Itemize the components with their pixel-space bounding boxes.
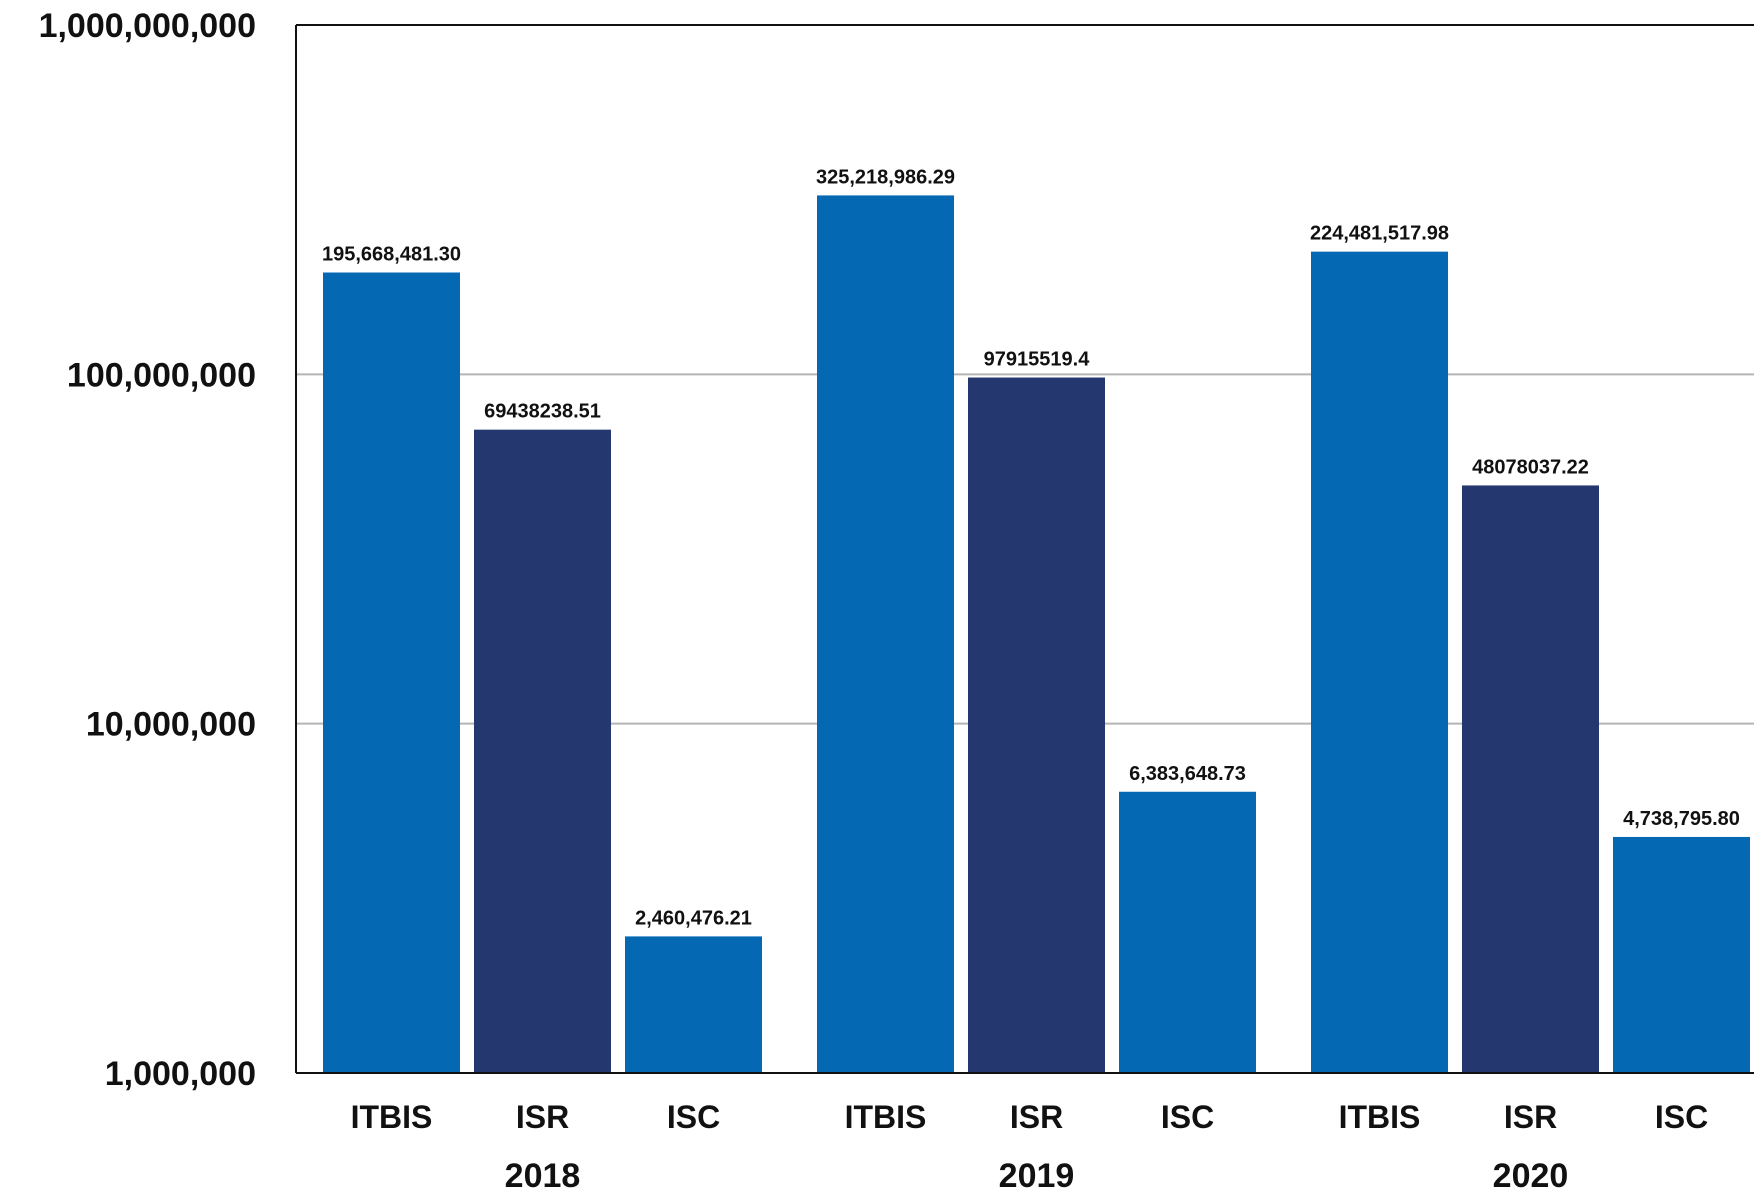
data-label: 224,481,517.98 [1310, 223, 1449, 245]
bar-2019-isc [1119, 791, 1256, 1073]
data-label: 4,738,795.80 [1623, 808, 1740, 830]
x-category-label: ISC [667, 1099, 720, 1135]
y-tick-label: 10,000,000 [86, 706, 256, 744]
x-category-label: ISR [516, 1099, 569, 1135]
x-group-label: 2018 [505, 1157, 581, 1191]
bars [323, 195, 1750, 1074]
data-label: 48078037.22 [1472, 456, 1589, 478]
x-category-label: ISC [1655, 1099, 1708, 1135]
x-group-label: 2020 [1493, 1157, 1569, 1191]
x-category-label: ITBIS [845, 1099, 927, 1135]
x-group-label: 2019 [999, 1157, 1075, 1191]
x-category-label: ITBIS [1339, 1099, 1421, 1135]
data-labels: 195,668,481.30 69438238.51 2,460,476.21 325… [322, 166, 1740, 929]
bar-2019-itbis [817, 195, 954, 1074]
x-category-label: ISC [1161, 1099, 1214, 1135]
bar-2018-isc [625, 936, 762, 1073]
bar-2019-isr [968, 377, 1105, 1074]
bar-2020-isr [1462, 485, 1599, 1073]
data-label: 195,668,481.30 [322, 243, 461, 265]
bar-2018-itbis [323, 272, 460, 1073]
data-label: 69438238.51 [484, 401, 601, 423]
data-label: 97915519.4 [984, 349, 1091, 371]
y-tick-label: 1,000,000 [105, 1055, 256, 1093]
x-category-label: ISR [1504, 1099, 1557, 1135]
y-tick-label: 100,000,000 [67, 356, 256, 394]
axes: 1,000,000 10,000,000 100,000,000 1,000,000,… [39, 7, 1754, 1191]
bar-2018-isr [474, 429, 611, 1073]
x-category-label: ISR [1010, 1099, 1063, 1135]
bar-2020-itbis [1311, 251, 1448, 1074]
data-label: 2,460,476.21 [635, 907, 752, 929]
bar-2020-isc [1613, 836, 1750, 1073]
data-label: 6,383,648.73 [1129, 763, 1246, 785]
x-category-label: ITBIS [351, 1099, 433, 1135]
data-label: 325,218,986.29 [816, 166, 955, 188]
y-tick-label: 1,000,000,000 [39, 7, 256, 45]
